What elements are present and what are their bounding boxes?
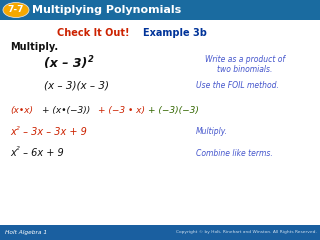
- Text: – 3x – 3x + 9: – 3x – 3x + 9: [20, 127, 87, 137]
- Text: Use the FOIL method.: Use the FOIL method.: [196, 82, 279, 90]
- Text: Multiply.: Multiply.: [10, 42, 58, 52]
- Text: Example 3b: Example 3b: [143, 28, 207, 38]
- Text: 2: 2: [16, 146, 20, 151]
- Text: 7-7: 7-7: [8, 6, 24, 14]
- Text: Holt Algebra 1: Holt Algebra 1: [5, 230, 47, 235]
- Text: + (−3)(−3): + (−3)(−3): [148, 106, 199, 114]
- Text: 2: 2: [16, 126, 20, 131]
- Text: (x – 3)(x – 3): (x – 3)(x – 3): [44, 81, 109, 91]
- Ellipse shape: [3, 2, 29, 18]
- Text: x: x: [10, 148, 16, 158]
- Text: Check It Out!: Check It Out!: [57, 28, 129, 38]
- Text: two binomials.: two binomials.: [217, 66, 273, 74]
- Text: Copyright © by Holt, Rinehart and Winston. All Rights Reserved.: Copyright © by Holt, Rinehart and Winsto…: [176, 230, 317, 234]
- FancyBboxPatch shape: [0, 0, 320, 20]
- Text: Multiply.: Multiply.: [196, 127, 228, 137]
- Text: (x•x): (x•x): [10, 106, 33, 114]
- Text: + (x•(−3)): + (x•(−3)): [42, 106, 90, 114]
- Text: Write as a product of: Write as a product of: [205, 55, 285, 65]
- Text: Multiplying Polynomials: Multiplying Polynomials: [32, 5, 181, 15]
- Text: 2: 2: [88, 55, 94, 65]
- Text: (x – 3): (x – 3): [44, 58, 87, 71]
- FancyBboxPatch shape: [0, 20, 320, 225]
- Text: x: x: [10, 127, 16, 137]
- Text: Combine like terms.: Combine like terms.: [196, 149, 273, 157]
- Text: – 6x + 9: – 6x + 9: [20, 148, 64, 158]
- Text: + (−3 • x): + (−3 • x): [98, 106, 145, 114]
- FancyBboxPatch shape: [0, 225, 320, 240]
